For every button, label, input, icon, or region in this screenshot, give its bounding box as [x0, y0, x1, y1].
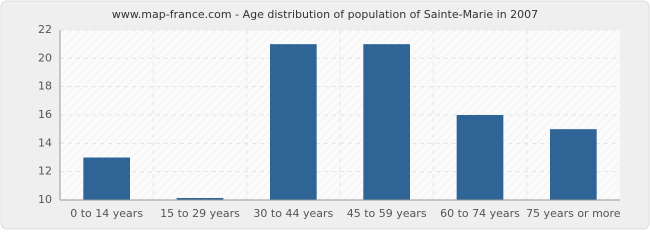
- y-tick-label: 20: [38, 51, 52, 64]
- y-tick-label: 12: [38, 165, 52, 178]
- chart: www.map-france.com - Age distribution of…: [0, 0, 650, 230]
- bar: [176, 198, 224, 200]
- y-tick-label: 22: [38, 23, 52, 36]
- x-tick-label: 75 years or more: [526, 207, 621, 220]
- y-tick-label: 16: [38, 108, 52, 121]
- bar: [83, 157, 130, 200]
- x-tick-label: 60 to 74 years: [440, 207, 520, 220]
- x-tick-label: 0 to 14 years: [70, 207, 143, 220]
- bar: [270, 44, 317, 200]
- bar: [456, 115, 504, 200]
- bar: [550, 129, 597, 200]
- page: www.map-france.com - Age distribution of…: [0, 0, 650, 230]
- x-tick-label: 45 to 59 years: [347, 207, 427, 220]
- y-tick-label: 18: [38, 80, 52, 93]
- x-tick-label: 30 to 44 years: [253, 207, 333, 220]
- y-tick-label: 14: [38, 136, 52, 149]
- x-tick-label: 15 to 29 years: [160, 207, 240, 220]
- bar: [363, 44, 410, 200]
- chart-title: www.map-france.com - Age distribution of…: [112, 8, 538, 21]
- y-tick-label: 10: [38, 193, 52, 206]
